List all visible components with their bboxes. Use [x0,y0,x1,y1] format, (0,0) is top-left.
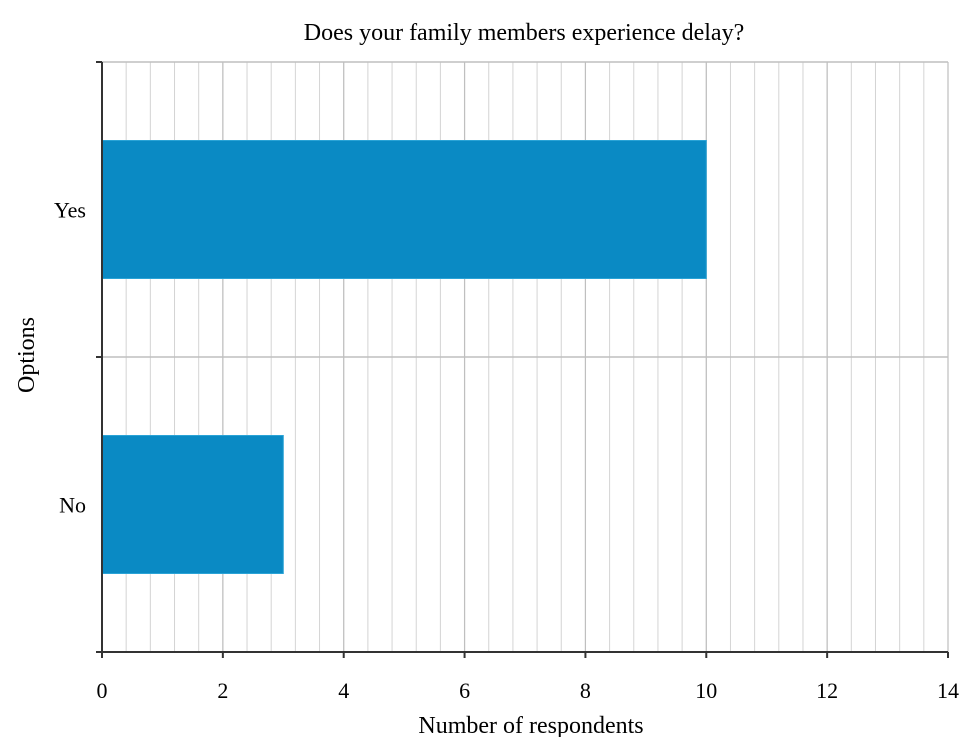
category-label-yes: Yes [54,198,86,223]
chart-title: Does your family members experience dela… [304,20,744,46]
x-tick-label: 10 [695,678,717,703]
bar-no [101,435,284,574]
x-tick-label: 8 [580,678,591,703]
x-tick-label: 12 [816,678,838,703]
x-tick-label: 6 [459,678,470,703]
y-category-labels: Yes No [54,198,86,518]
x-tick-label: 0 [97,678,108,703]
x-tick-label: 4 [338,678,349,703]
x-tick-label: 14 [937,678,959,703]
axes [96,61,949,658]
x-axis-label: Number of respondents [418,713,643,737]
y-axis-label: Options [14,317,40,393]
category-label-no: No [59,493,86,518]
x-tick-label: 2 [217,678,228,703]
bar-yes [101,140,707,279]
bars [101,140,707,574]
x-tick-labels: 0 2 4 6 8 10 12 14 [97,678,960,703]
